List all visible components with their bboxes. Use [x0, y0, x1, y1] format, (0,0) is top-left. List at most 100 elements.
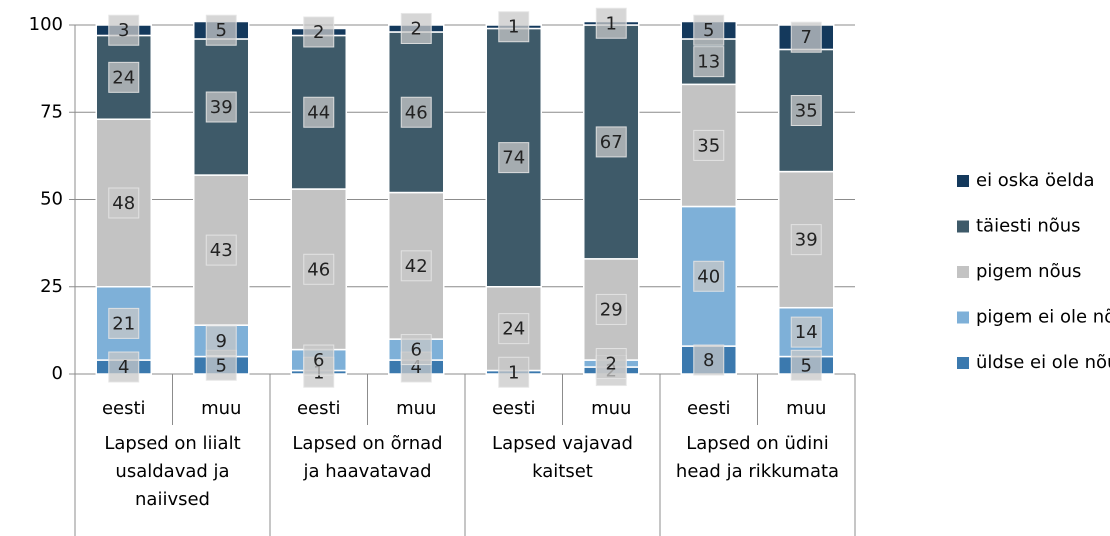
value-label: 21 [112, 313, 135, 334]
value-label: 5 [801, 355, 812, 376]
value-label-box [400, 250, 432, 282]
value-label: 7 [801, 27, 812, 48]
value-label-box [693, 344, 725, 376]
value-label-box [790, 349, 822, 381]
group-label: usaldavad ja [115, 461, 229, 482]
y-tick-label: 100 [29, 14, 63, 35]
x-tick-label: eesti [492, 398, 536, 419]
value-label: 29 [600, 299, 623, 320]
value-label: 46 [405, 102, 428, 123]
value-label-box [790, 95, 822, 127]
value-label-box [595, 348, 627, 380]
value-label-box [790, 316, 822, 348]
value-label: 46 [307, 259, 330, 280]
value-label-box [303, 16, 335, 48]
x-tick-label: muu [591, 398, 631, 419]
group-label: naiivsed [135, 489, 210, 510]
value-label-box [693, 129, 725, 161]
value-label: 24 [112, 67, 135, 88]
value-label-box [498, 11, 530, 43]
value-label-box [790, 224, 822, 256]
group-label: Lapsed on liialt [104, 433, 240, 454]
value-label: 4 [411, 357, 422, 378]
value-label: 43 [210, 240, 233, 261]
value-label: 40 [697, 266, 720, 287]
value-label-box [205, 14, 237, 46]
value-label-box [108, 14, 140, 46]
y-tick-label: 0 [52, 363, 63, 384]
value-label-box [205, 325, 237, 357]
value-label: 42 [405, 256, 428, 277]
value-label-box [400, 334, 432, 366]
value-label: 24 [502, 319, 525, 340]
legend-label: täiesti nõus [976, 216, 1081, 237]
group-label: Lapsed on õrnad [292, 433, 442, 454]
value-label-box [595, 293, 627, 325]
value-label: 2 [606, 354, 617, 375]
value-label: 74 [502, 148, 525, 169]
value-label-box [595, 7, 627, 39]
value-label: 5 [703, 20, 714, 41]
value-label: 9 [216, 331, 227, 352]
value-label-box [205, 234, 237, 266]
legend-label: ei oska öelda [976, 170, 1095, 191]
legend-swatch [957, 311, 969, 324]
value-label-box [693, 260, 725, 292]
value-label-box [108, 351, 140, 383]
value-label: 2 [411, 18, 422, 39]
value-label-box [498, 313, 530, 345]
value-label: 44 [307, 102, 330, 123]
legend-swatch [957, 357, 969, 369]
legend-swatch [957, 266, 969, 278]
value-label-box [108, 61, 140, 93]
x-tick-label: eesti [297, 398, 341, 419]
value-label: 39 [795, 230, 818, 251]
legend-label: pigem nõus [976, 261, 1081, 282]
x-tick-label: eesti [687, 398, 731, 419]
group-label: ja haavatavad [302, 461, 431, 482]
value-label: 13 [697, 52, 720, 73]
value-label: 14 [795, 322, 818, 343]
group-label: Lapsed on üdini [686, 433, 828, 454]
x-tick-label: eesti [102, 398, 146, 419]
value-label: 5 [216, 355, 227, 376]
value-label: 1 [508, 17, 519, 38]
value-label: 3 [118, 20, 129, 41]
value-label-box [693, 46, 725, 78]
value-label: 5 [216, 20, 227, 41]
legend-swatch [957, 220, 969, 233]
value-label: 8 [703, 350, 714, 371]
value-label-box [303, 96, 335, 128]
x-tick-label: muu [201, 398, 241, 419]
value-label: 48 [112, 193, 135, 214]
legend-label: üldse ei ole nõus [976, 352, 1110, 373]
value-label: 67 [600, 132, 623, 153]
value-label-box [498, 142, 530, 174]
value-label: 2 [313, 22, 324, 43]
legend-label: pigem ei ole nõus [976, 307, 1110, 328]
value-label-box [790, 21, 822, 53]
value-label: 39 [210, 97, 233, 118]
group-label: Lapsed vajavad [492, 433, 633, 454]
value-label-box [108, 187, 140, 219]
value-label-box [595, 126, 627, 158]
value-label-box [205, 91, 237, 123]
value-label-box [400, 96, 432, 128]
value-label-box [303, 253, 335, 285]
value-label: 6 [411, 340, 422, 361]
value-label: 35 [697, 135, 720, 156]
value-label: 6 [313, 350, 324, 371]
value-label: 35 [795, 101, 818, 122]
value-label: 1 [606, 13, 617, 34]
group-label: head ja rikkumata [676, 461, 839, 482]
value-label-box [400, 12, 432, 44]
value-label: 4 [118, 357, 129, 378]
y-tick-label: 50 [40, 189, 63, 210]
x-tick-label: muu [396, 398, 436, 419]
value-label-box [303, 344, 335, 376]
value-label: 1 [508, 362, 519, 383]
y-tick-label: 25 [40, 276, 63, 297]
legend-swatch [957, 175, 969, 187]
group-label: kaitset [532, 461, 593, 482]
